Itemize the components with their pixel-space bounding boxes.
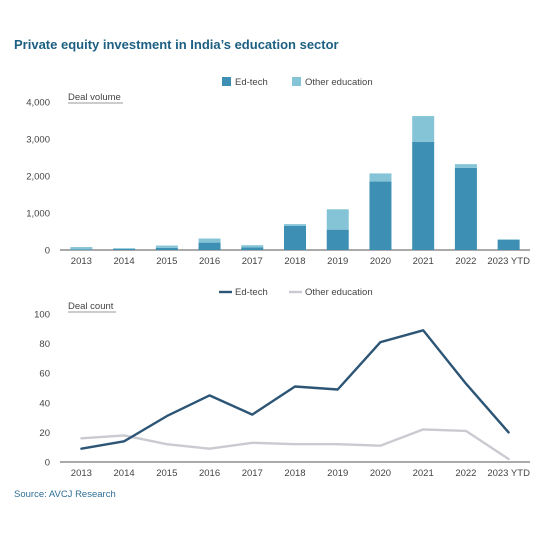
bar-other-education: [70, 247, 93, 250]
bar-x-tick-label: 2020: [370, 256, 391, 267]
bar-other-education: [241, 245, 264, 248]
line-y-tick-label: 20: [39, 428, 50, 439]
line-x-tick-label: 2017: [242, 468, 263, 479]
bar-x-tick-label: 2021: [413, 256, 434, 267]
bar-x-tick-label: 2019: [327, 256, 348, 267]
bar-other-education: [497, 239, 520, 241]
bar-edtech: [198, 242, 221, 250]
bar-other-education: [284, 224, 306, 226]
line-y-tick-label: 100: [34, 310, 50, 321]
bar-x-tick-label: 2022: [455, 256, 476, 267]
bar-edtech: [326, 229, 349, 250]
line-x-tick-label: 2021: [413, 468, 434, 479]
legend-swatch-edtech-bar: [222, 77, 231, 86]
bar-other-education: [369, 173, 392, 182]
bar-x-tick-label: 2016: [199, 256, 220, 267]
chart-title: Private equity investment in India’s edu…: [14, 37, 339, 52]
bar-y-tick-label: 3,000: [26, 135, 50, 146]
source-note: Source: AVCJ Research: [14, 489, 116, 500]
line-series-edtech: [80, 329, 510, 450]
bar-x-tick-label: 2015: [156, 256, 177, 267]
bar-x-tick-label: 2017: [242, 256, 263, 267]
line-x-tick-label: 2020: [370, 468, 391, 479]
bar-y-tick-label: 2,000: [26, 172, 50, 183]
line-x-tick-label: 2016: [199, 468, 220, 479]
bar-other-education: [113, 248, 136, 249]
bar-edtech: [241, 247, 264, 250]
legend-swatch-other-bar: [292, 77, 301, 86]
legend-label-edtech-bar: Ed-tech: [235, 77, 268, 88]
legend-label-other-bar: Other education: [305, 77, 373, 88]
bar-edtech: [155, 247, 178, 250]
line-x-tick-label: 2022: [455, 468, 476, 479]
line-y-axis-label: Deal count: [68, 301, 114, 312]
line-y-tick-label: 80: [39, 339, 50, 350]
legend-label-edtech-line: Ed-tech: [235, 287, 268, 298]
line-x-tick-label: 2013: [71, 468, 92, 479]
bar-edtech: [454, 167, 477, 250]
line-y-tick-label: 40: [39, 398, 50, 409]
bar-y-tick-label: 0: [45, 246, 50, 257]
bar-x-tick-label: 2023 YTD: [487, 256, 530, 267]
bar-y-tick-label: 4,000: [26, 98, 50, 109]
bar-edtech: [412, 141, 435, 250]
bar-edtech: [70, 249, 93, 250]
bar-edtech: [113, 248, 136, 250]
bar-other-education: [155, 245, 178, 248]
bar-x-tick-label: 2013: [71, 256, 92, 267]
bar-edtech: [284, 225, 306, 250]
line-x-tick-label: 2019: [327, 468, 348, 479]
legend-label-other-line: Other education: [305, 287, 373, 298]
bar-other-education: [326, 209, 349, 230]
line-series-other-education: [80, 428, 510, 461]
line-x-tick-label: 2018: [284, 468, 305, 479]
bar-y-tick-label: 1,000: [26, 209, 50, 220]
line-x-tick-label: 2015: [156, 468, 177, 479]
bar-other-education: [412, 116, 435, 142]
line-y-tick-label: 60: [39, 369, 50, 380]
bar-x-tick-label: 2018: [284, 256, 305, 267]
bar-x-tick-label: 2014: [114, 256, 135, 267]
line-x-tick-label: 2023 YTD: [487, 468, 530, 479]
bar-edtech: [369, 181, 392, 250]
bar-other-education: [454, 164, 477, 168]
bar-edtech: [497, 240, 520, 250]
line-x-tick-label: 2014: [114, 468, 135, 479]
bar-other-education: [198, 238, 221, 243]
line-y-tick-label: 0: [45, 458, 50, 469]
bar-y-axis-label: Deal volume: [68, 92, 121, 103]
